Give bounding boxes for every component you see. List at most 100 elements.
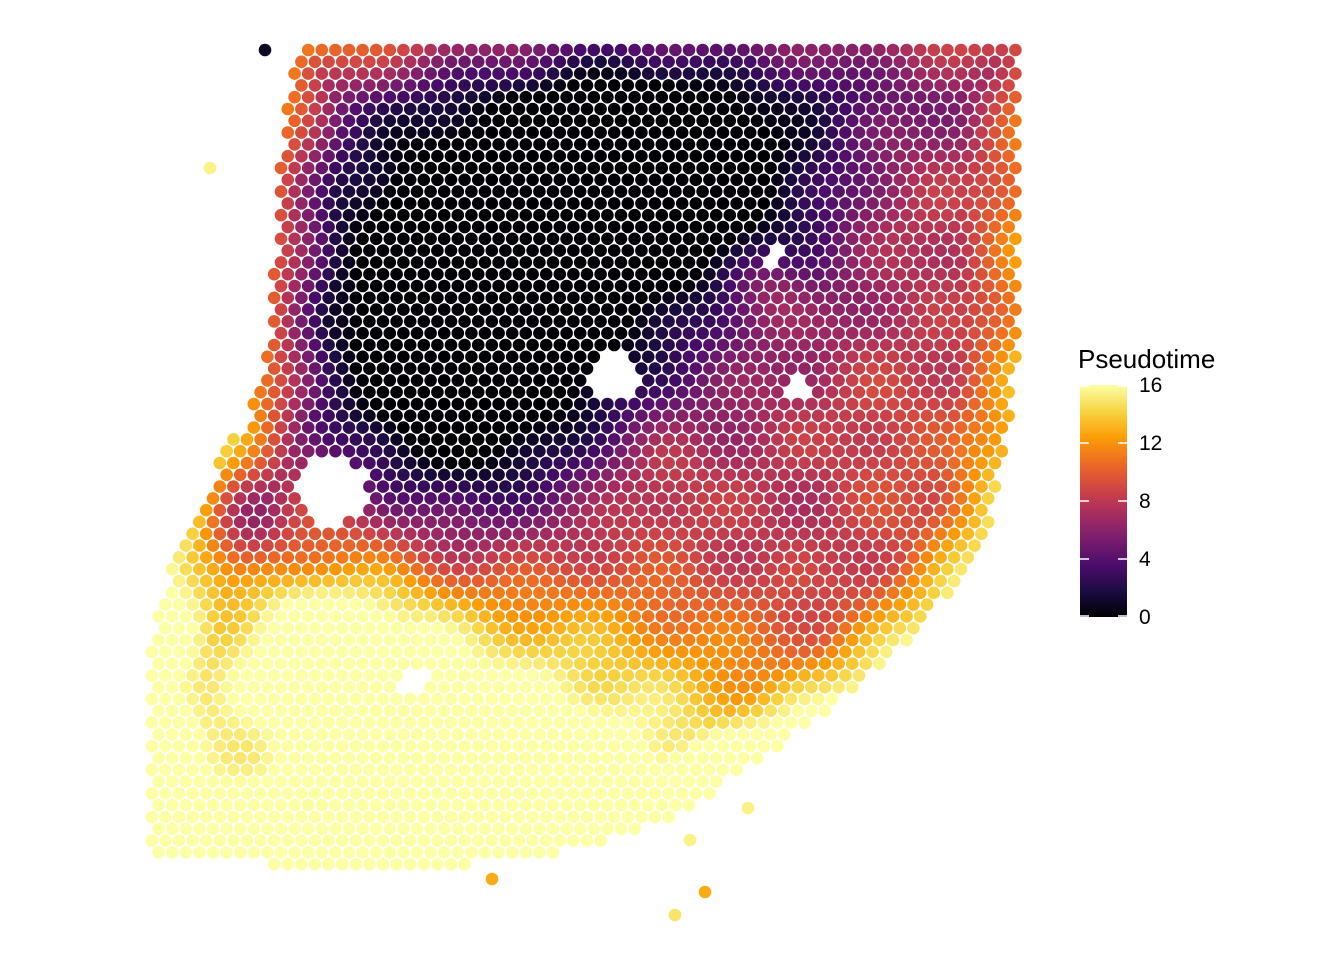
spot: [213, 621, 227, 635]
spot: [641, 539, 655, 552]
spot: [553, 810, 567, 824]
spot: [689, 79, 703, 92]
spot: [607, 433, 621, 446]
spot: [628, 326, 641, 340]
spot: [492, 775, 505, 788]
spot: [573, 421, 587, 434]
spot: [567, 645, 580, 659]
spot: [485, 872, 499, 886]
spot: [159, 598, 172, 611]
spot: [471, 126, 485, 139]
spot: [417, 787, 431, 800]
spot: [580, 551, 594, 564]
spot: [261, 350, 274, 364]
spot: [560, 43, 573, 57]
spot: [641, 680, 655, 694]
spot: [628, 397, 641, 411]
spot: [723, 444, 737, 458]
spot: [791, 680, 805, 694]
spot: [771, 433, 784, 446]
spot: [342, 208, 356, 222]
spot: [716, 197, 730, 210]
spot: [172, 716, 186, 729]
spot: [703, 645, 716, 659]
spot: [526, 173, 539, 187]
spot: [315, 751, 329, 765]
spot: [655, 232, 669, 246]
spot: [941, 515, 954, 529]
spot: [363, 456, 376, 470]
spot: [791, 161, 805, 175]
spot: [737, 610, 750, 623]
spot: [669, 138, 682, 151]
spot: [675, 291, 689, 305]
spot: [968, 138, 981, 151]
spot: [859, 90, 873, 104]
spot: [832, 326, 845, 340]
spot: [213, 692, 227, 706]
spot: [669, 492, 682, 505]
spot: [383, 775, 397, 788]
spot: [1009, 43, 1022, 57]
spot: [267, 267, 281, 281]
spot: [845, 350, 859, 364]
spot: [505, 114, 519, 128]
spot: [607, 291, 621, 305]
spot: [614, 114, 628, 128]
spot: [376, 362, 390, 375]
spot: [954, 279, 968, 293]
spot: [567, 433, 580, 446]
spot: [682, 232, 696, 246]
spot: [417, 126, 431, 139]
spot: [628, 539, 641, 552]
spot: [526, 149, 539, 163]
spot: [281, 503, 295, 517]
spot: [845, 279, 859, 293]
spot: [478, 798, 492, 812]
spot: [546, 728, 560, 741]
spot: [376, 598, 390, 611]
spot: [227, 787, 240, 800]
spot: [390, 149, 403, 163]
spot: [764, 680, 777, 694]
spot: [655, 680, 669, 694]
spot: [845, 161, 859, 175]
spot: [709, 303, 723, 316]
spot: [546, 562, 560, 576]
spot: [703, 79, 716, 92]
spot: [431, 220, 444, 234]
spot: [879, 149, 893, 163]
spot: [567, 409, 580, 423]
spot: [723, 657, 737, 670]
spot: [335, 385, 349, 399]
spot: [669, 515, 682, 529]
spot: [288, 586, 301, 600]
spot: [458, 338, 471, 352]
colorbar-tick-label: 12: [1139, 432, 1162, 455]
spot: [369, 161, 383, 175]
spot: [573, 610, 587, 623]
spot: [458, 527, 471, 541]
spot: [805, 185, 818, 198]
spot: [947, 362, 961, 375]
spot: [927, 397, 941, 411]
spot: [539, 55, 553, 69]
spot: [907, 598, 920, 611]
spot: [526, 527, 539, 541]
spot: [301, 704, 315, 718]
spot: [696, 303, 709, 316]
spot: [288, 421, 301, 434]
spot: [281, 527, 295, 541]
spot: [764, 610, 777, 623]
spot: [879, 267, 893, 281]
spot: [655, 775, 669, 788]
spot: [465, 90, 478, 104]
spot: [689, 621, 703, 635]
spot: [900, 539, 913, 552]
spot: [777, 303, 791, 316]
spot: [1009, 161, 1022, 175]
spot: [451, 468, 465, 482]
spot: [539, 810, 553, 824]
spot: [655, 798, 669, 812]
spot: [703, 267, 716, 281]
